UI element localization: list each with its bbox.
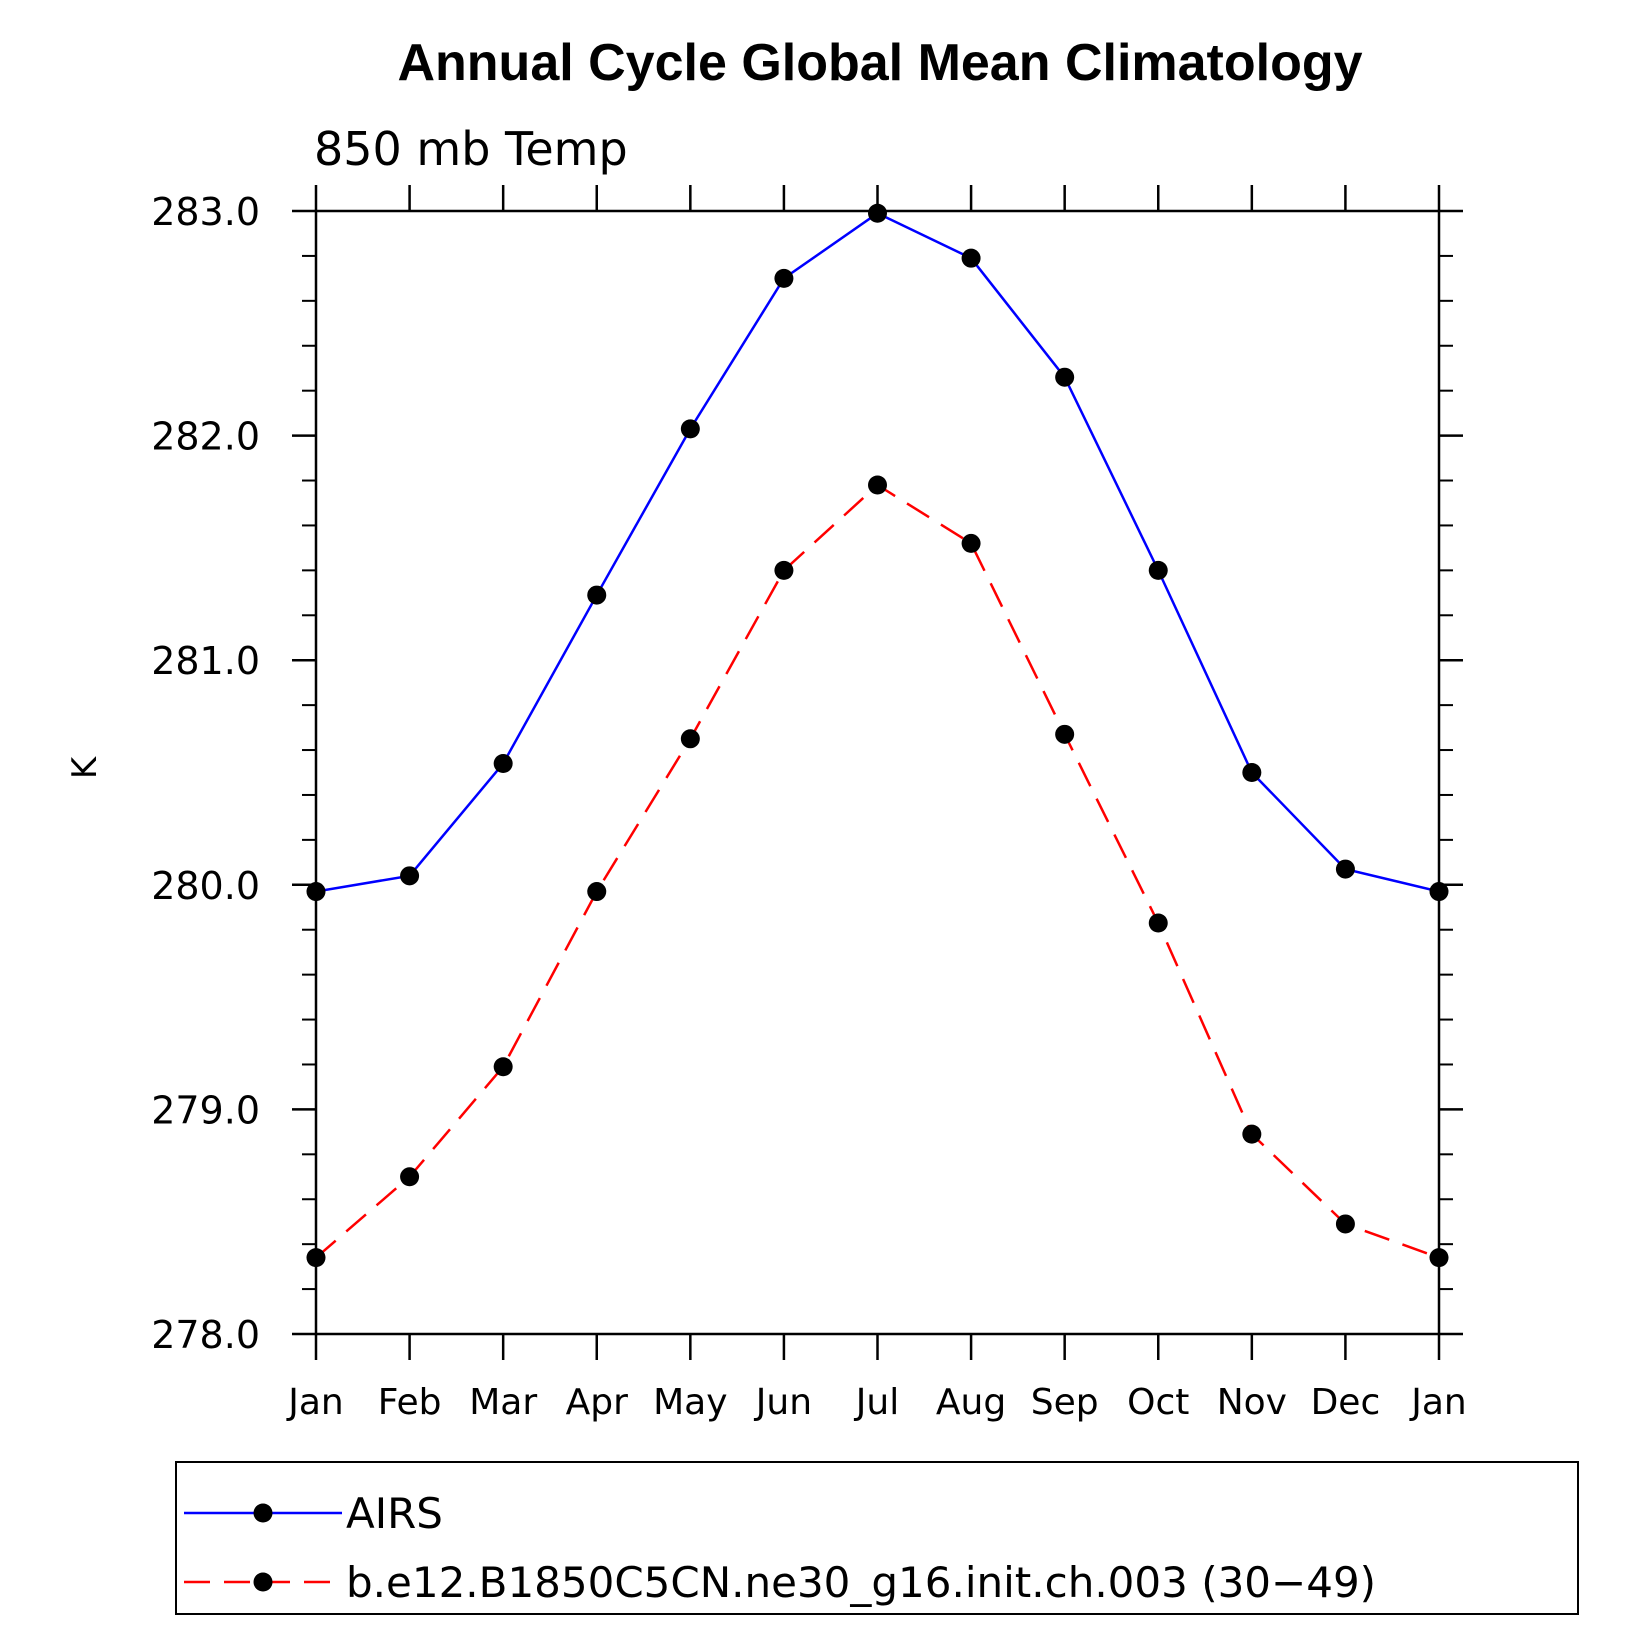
x-tick-label: Jan [286,1382,344,1423]
data-point [961,248,981,268]
y-tick-label: 283.0 [151,190,260,234]
data-point [680,729,700,749]
data-point [1148,560,1168,580]
data-point [1148,913,1168,933]
x-tick-label: Nov [1217,1382,1287,1423]
data-point [587,585,607,605]
data-point [306,1248,326,1268]
legend: AIRS b.e12.B1850C5CN.ne30_g16.init.ch.003… [175,1461,1579,1615]
x-tick-label: Oct [1127,1382,1189,1423]
data-point [306,882,326,902]
data-point [1055,367,1075,387]
x-tick-label: Jan [1409,1382,1467,1423]
legend-label: AIRS [346,1489,443,1538]
legend-marker [253,1572,273,1592]
data-point [680,419,700,439]
chart-subtitle: 850 mb Temp [314,122,628,176]
data-point [1335,1214,1355,1234]
data-point [1335,859,1355,879]
series-2 [306,475,1449,1268]
x-tick-label: May [653,1382,727,1423]
x-tick-label: Dec [1311,1382,1381,1423]
y-axis-label: K [65,755,105,779]
data-point [1242,1124,1262,1144]
data-point [1429,1248,1449,1268]
data-point [493,754,513,774]
series-line [315,483,1440,1259]
data-point [774,268,794,288]
x-tick-label: Apr [566,1382,628,1423]
x-tick-label: Feb [378,1382,442,1423]
legend-label: b.e12.B1850C5CN.ne30_g16.init.ch.003 (30… [346,1558,1376,1607]
plot-frame [314,209,1441,1336]
y-tick-label: 279.0 [151,1088,260,1132]
x-tick-label: Jul [854,1382,899,1423]
data-point [868,203,887,223]
series-line [315,211,1440,893]
legend-box [175,1461,1579,1615]
x-tick-label: Sep [1031,1382,1099,1423]
data-point [1242,763,1262,782]
data-point [868,475,887,495]
data-point [961,533,981,553]
x-tick-label: Mar [469,1382,537,1423]
legend-marker [253,1503,273,1523]
chart-title: Annual Cycle Global Mean Climatology [397,34,1362,92]
data-point [1055,724,1075,744]
y-tick-label: 280.0 [151,864,260,908]
series-layer [306,203,1449,1268]
x-tick-label: Aug [936,1382,1006,1423]
data-point [774,560,794,580]
x-tick-label: Jun [754,1382,812,1423]
series-1 [306,203,1449,902]
y-tick-label: 281.0 [151,639,260,683]
axes: 278.0 279.0 280.0 281.0 282.0 283.0 Jan Feb Mar A… [151,185,1467,1423]
data-point [400,866,420,886]
data-point [1429,882,1449,902]
data-point [400,1167,420,1187]
data-point [493,1057,513,1077]
y-tick-label: 282.0 [151,415,260,459]
data-point [587,882,607,902]
y-tick-label: 278.0 [151,1313,260,1357]
